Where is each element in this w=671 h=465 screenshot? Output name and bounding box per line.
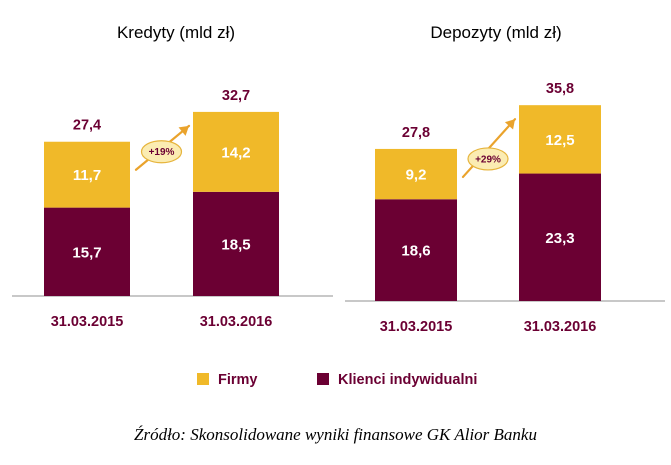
depozyty-chart: Depozyty (mld zł) 18,6 9,2 27,8 31.03.2015 23…: [345, 23, 665, 335]
growth-bubble: [467, 147, 509, 171]
total-label: 35,8: [546, 81, 574, 97]
data-label: 23,3: [545, 230, 574, 247]
chart-title: Kredyty (mld zł): [117, 23, 235, 42]
growth-label: +29%: [475, 154, 501, 165]
data-label: 18,5: [221, 236, 250, 253]
bar-segment-firmy: [519, 105, 601, 174]
legend: Firmy Klienci indywidualni: [197, 372, 477, 388]
data-label: 9,2: [406, 167, 427, 184]
bar-segment-firmy: [193, 111, 279, 192]
total-label: 32,7: [222, 88, 250, 104]
bar-segment-klienci: [44, 207, 130, 296]
x-tick-label: 31.03.2015: [380, 319, 453, 335]
total-label: 27,4: [73, 118, 101, 134]
growth-arrow-head: [178, 125, 189, 136]
bar-segment-klienci: [193, 191, 279, 296]
x-tick-label: 31.03.2016: [524, 319, 597, 335]
bar-segment-klienci: [519, 173, 601, 301]
data-label: 15,7: [72, 244, 101, 261]
kredyty-chart: Kredyty (mld zł) 15,7 11,7 27,4 31.03.2015 18…: [12, 23, 333, 330]
source-note: Źródło: Skonsolidowane wyniki finansowe …: [134, 425, 537, 444]
data-label: 11,7: [73, 167, 101, 184]
legend-label: Klienci indywidualni: [338, 372, 477, 388]
legend-swatch-firmy: [197, 373, 209, 385]
data-label: 12,5: [545, 132, 574, 149]
growth-bubble: [140, 140, 183, 164]
x-tick-label: 31.03.2015: [51, 314, 124, 330]
data-label: 18,6: [401, 243, 430, 260]
growth-arrow-head: [504, 119, 515, 130]
data-label: 14,2: [221, 144, 250, 161]
growth-label: +19%: [149, 147, 175, 158]
bar-segment-klienci: [375, 199, 457, 301]
bar-segment-firmy: [44, 141, 130, 208]
total-label: 27,8: [402, 125, 430, 141]
x-tick-label: 31.03.2016: [200, 314, 273, 330]
legend-label: Firmy: [218, 372, 258, 388]
bar-segment-firmy: [375, 148, 457, 200]
legend-swatch-klienci: [317, 373, 329, 385]
chart-title: Depozyty (mld zł): [430, 23, 561, 42]
